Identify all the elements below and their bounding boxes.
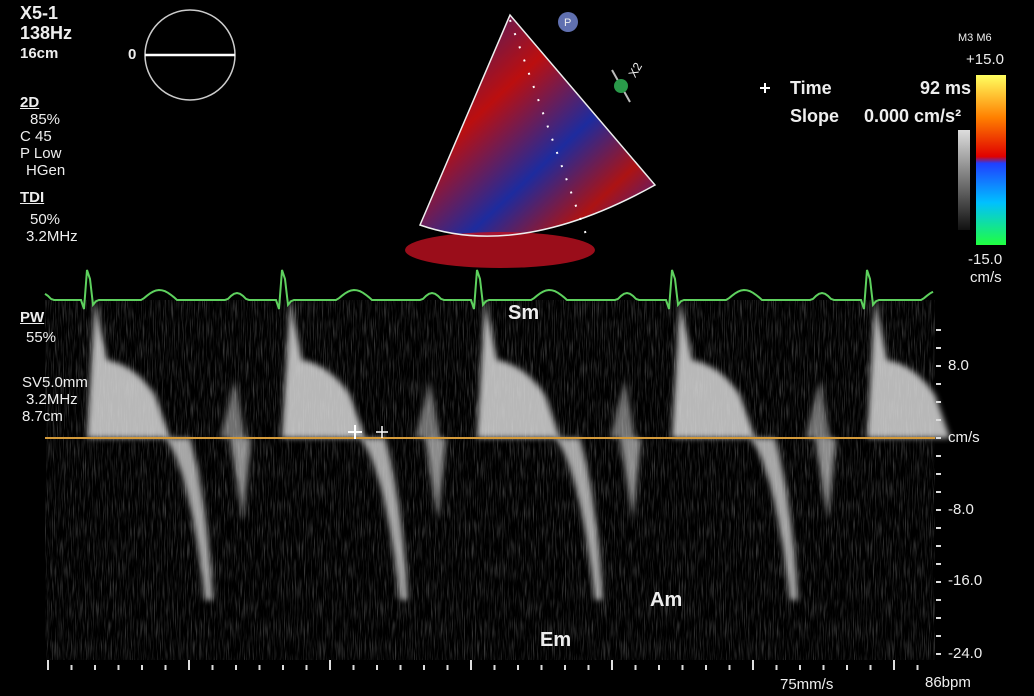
scale-label: 8.0 xyxy=(948,358,969,374)
scale-label: cm/s xyxy=(948,430,980,446)
gray-bar xyxy=(958,130,970,230)
sweep-speed: 75mm/s xyxy=(780,677,833,693)
gate-depth: 8.7cm xyxy=(22,409,63,425)
gate-dot xyxy=(614,79,628,93)
slope-value: 0.000 cm/s² xyxy=(864,108,961,124)
color-unit: cm/s xyxy=(970,270,1002,286)
color-bar xyxy=(976,75,1006,245)
gain-2d: 85% xyxy=(30,112,60,128)
gain-pw: 55% xyxy=(26,330,56,346)
marker: P xyxy=(564,15,571,31)
color-min: -15.0 xyxy=(968,252,1002,268)
ultrasound-screen: X5-1 138Hz 16cm 0 2D 85% C 45 P Low HGen… xyxy=(0,0,1034,696)
angle: 0 xyxy=(128,47,136,63)
sector-bottom xyxy=(405,232,595,268)
color-map: M3 M6 xyxy=(958,30,992,46)
color-max: +15.0 xyxy=(966,52,1004,68)
time-label: Time xyxy=(790,80,832,96)
compression: C 45 xyxy=(20,129,52,145)
wave-sm: Sm xyxy=(508,305,539,321)
power: P Low xyxy=(20,146,61,162)
velocity-ticks xyxy=(936,330,941,654)
wave-am: Am xyxy=(650,592,682,608)
scale-label: -16.0 xyxy=(948,573,982,589)
mode-2d: 2D xyxy=(20,95,39,111)
frequency-pw: 3.2MHz xyxy=(26,392,78,408)
time-value: 92 ms xyxy=(920,80,971,96)
time-ticks xyxy=(48,660,918,670)
heart-rate: 86bpm xyxy=(925,675,971,691)
depth: 16cm xyxy=(20,46,58,62)
frequency-tdi: 3.2MHz xyxy=(26,229,78,245)
gain-tdi: 50% xyxy=(30,212,60,228)
slope-label: Slope xyxy=(790,108,839,124)
wave-em: Em xyxy=(540,632,571,648)
frequency-2d: HGen xyxy=(26,163,65,179)
scale-label: -8.0 xyxy=(948,502,974,518)
frame-rate: 138Hz xyxy=(20,24,72,43)
mode-pw: PW xyxy=(20,310,44,326)
mode-tdi: TDI xyxy=(20,190,44,206)
sample-volume: SV5.0mm xyxy=(22,375,88,391)
probe-model: X5-1 xyxy=(20,4,58,23)
scale-label: -24.0 xyxy=(948,646,982,662)
scene xyxy=(0,0,1034,696)
